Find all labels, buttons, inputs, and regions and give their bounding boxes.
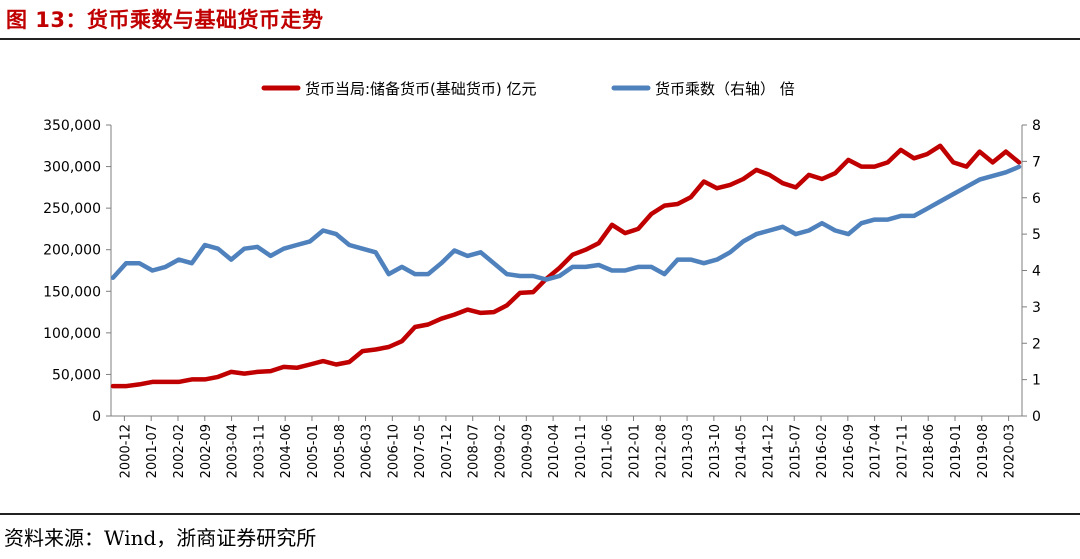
left-tick-label: 250,000 — [43, 201, 101, 217]
x-tick-label: 2009-09 — [520, 424, 535, 478]
x-tick-label: 2008-07 — [467, 424, 482, 478]
x-tick-label: 2009-02 — [494, 424, 509, 478]
x-tick-label: 2007-05 — [413, 424, 428, 478]
x-tick-label: 2004-06 — [279, 424, 294, 478]
right-tick-label: 8 — [1032, 118, 1041, 134]
x-tick-label: 2003-11 — [252, 424, 267, 478]
x-tick-label: 2002-02 — [172, 424, 187, 478]
title-rule — [0, 38, 1080, 40]
x-tick-label: 2018-06 — [922, 424, 937, 478]
right-axis-ticks: 0 1 2 3 4 5 6 7 8 — [1022, 118, 1041, 425]
footer-rule — [0, 513, 1080, 515]
x-tick-label: 2019-01 — [949, 424, 964, 478]
x-tick-label: 2012-08 — [654, 424, 669, 478]
left-tick-label: 200,000 — [43, 243, 101, 259]
x-axis-ticks: 2000-12 2001-07 2002-02 2002-09 2003-04 2003-… — [118, 416, 1018, 478]
x-tick-label: 2017-04 — [869, 424, 884, 478]
x-tick-label: 2005-08 — [333, 424, 348, 478]
right-tick-label: 6 — [1032, 191, 1041, 207]
chart-series — [110, 143, 1022, 389]
figure-title: 图 13：货币乘数与基础货币走势 — [6, 8, 324, 32]
right-tick-label: 4 — [1032, 264, 1041, 280]
x-tick-label: 2002-09 — [199, 424, 214, 478]
x-tick-label: 2010-11 — [574, 424, 589, 478]
left-tick-label: 350,000 — [43, 118, 101, 134]
x-tick-label: 2014-12 — [761, 424, 776, 478]
x-tick-label: 2013-10 — [708, 424, 723, 478]
x-tick-label: 2006-10 — [386, 424, 401, 478]
chart-legend: 货币当局:储备货币(基础货币) 亿元 货币乘数（右轴） 倍 — [261, 80, 795, 98]
legend-label-base-money: 货币当局:储备货币(基础货币) 亿元 — [305, 80, 537, 98]
x-tick-label: 2011-06 — [601, 424, 616, 478]
chart-area: 货币当局:储备货币(基础货币) 亿元 货币乘数（右轴） 倍 050,000100… — [43, 80, 1041, 478]
left-tick-label: 150,000 — [43, 284, 101, 300]
money-multiplier-line — [110, 164, 1022, 282]
x-tick-label: 2000-12 — [118, 424, 133, 478]
x-tick-label: 2003-04 — [226, 424, 241, 478]
x-tick-label: 2020-03 — [1003, 424, 1018, 478]
right-tick-label: 0 — [1032, 409, 1041, 425]
x-tick-label: 2006-03 — [360, 424, 375, 478]
left-tick-label: 300,000 — [43, 160, 101, 176]
source-note: 资料来源：Wind，浙商证券研究所 — [4, 526, 317, 550]
right-tick-label: 2 — [1032, 336, 1041, 352]
legend-label-money-multiplier: 货币乘数（右轴） 倍 — [655, 80, 795, 98]
base-money-line — [110, 143, 1022, 389]
x-tick-label: 2001-07 — [145, 424, 160, 478]
left-tick-label: 0 — [92, 409, 101, 425]
right-tick-label: 3 — [1032, 300, 1041, 316]
x-tick-label: 2019-08 — [976, 424, 991, 478]
left-tick-label: 50,000 — [52, 367, 101, 383]
x-tick-label: 2013-03 — [681, 424, 696, 478]
x-tick-label: 2017-11 — [895, 424, 910, 478]
x-tick-label: 2014-05 — [735, 424, 750, 478]
x-tick-label: 2015-07 — [788, 424, 803, 478]
x-tick-label: 2016-02 — [815, 424, 830, 478]
x-tick-label: 2007-12 — [440, 424, 455, 478]
left-axis-ticks: 0 50,000 100,000 150,000 200,000 250,000 300,0… — [43, 118, 111, 425]
x-tick-label: 2005-01 — [306, 424, 321, 478]
right-tick-label: 7 — [1032, 154, 1041, 170]
x-tick-label: 2012-01 — [627, 424, 642, 478]
right-tick-label: 5 — [1032, 227, 1041, 243]
x-tick-label: 2016-09 — [842, 424, 857, 478]
left-tick-label: 100,000 — [43, 326, 101, 342]
right-tick-label: 1 — [1032, 373, 1041, 389]
x-tick-label: 2010-04 — [547, 424, 562, 478]
